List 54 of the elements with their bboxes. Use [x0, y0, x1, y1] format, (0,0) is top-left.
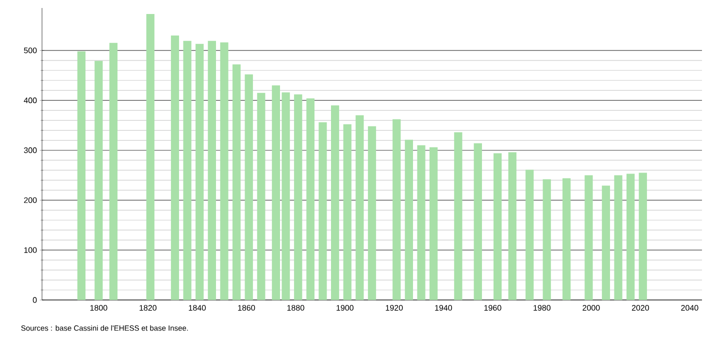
y-tick-label: 100 [24, 247, 37, 253]
bar [356, 115, 364, 300]
bar [417, 145, 426, 300]
bar [183, 40, 192, 300]
x-tick-label: 1820 [140, 304, 156, 311]
bar [306, 98, 314, 300]
bar [454, 132, 462, 300]
bar [109, 42, 118, 300]
bar [244, 74, 253, 300]
x-tick-label: 1980 [534, 304, 551, 311]
bar [430, 147, 438, 300]
y-tick-label: 200 [24, 197, 37, 203]
bar [220, 42, 228, 300]
x-tick-label: 1960 [484, 304, 502, 311]
x-tick-label: 1840 [188, 304, 206, 311]
x-tick-label: 1900 [336, 304, 354, 311]
y-tick-label: 500 [24, 48, 37, 54]
x-tick-label: 1940 [435, 304, 452, 311]
bar [584, 175, 593, 300]
bar [343, 124, 352, 300]
x-tick-label: 2020 [632, 304, 650, 311]
bar [368, 126, 376, 300]
bar [392, 119, 401, 300]
x-tick-label: 2040 [681, 304, 698, 311]
bar [638, 172, 647, 300]
y-tick-label: 0 [32, 297, 37, 303]
x-tick-label: 1880 [287, 304, 304, 311]
bar [294, 94, 302, 300]
bar [562, 178, 571, 300]
bar [331, 105, 340, 300]
bar [626, 174, 635, 300]
bar [208, 40, 216, 300]
bar [404, 140, 414, 300]
bar [542, 179, 551, 300]
y-tick-label: 300 [24, 147, 37, 154]
bar [614, 175, 622, 300]
bar [526, 170, 534, 300]
bar [196, 44, 204, 300]
bar [232, 64, 241, 300]
bar [602, 186, 610, 300]
bar [494, 153, 502, 300]
y-tick-label: 400 [24, 98, 37, 104]
bar [77, 51, 86, 300]
bar [146, 14, 154, 300]
bar [257, 92, 266, 300]
bar [474, 143, 482, 300]
x-tick-label: 2000 [582, 304, 600, 311]
bar [318, 122, 327, 300]
x-tick-label: 1800 [90, 304, 108, 311]
x-tick-label: 1860 [238, 304, 255, 311]
bar [94, 60, 103, 300]
bar [508, 152, 516, 300]
x-tick-label: 1920 [386, 304, 403, 311]
bar [170, 35, 180, 300]
